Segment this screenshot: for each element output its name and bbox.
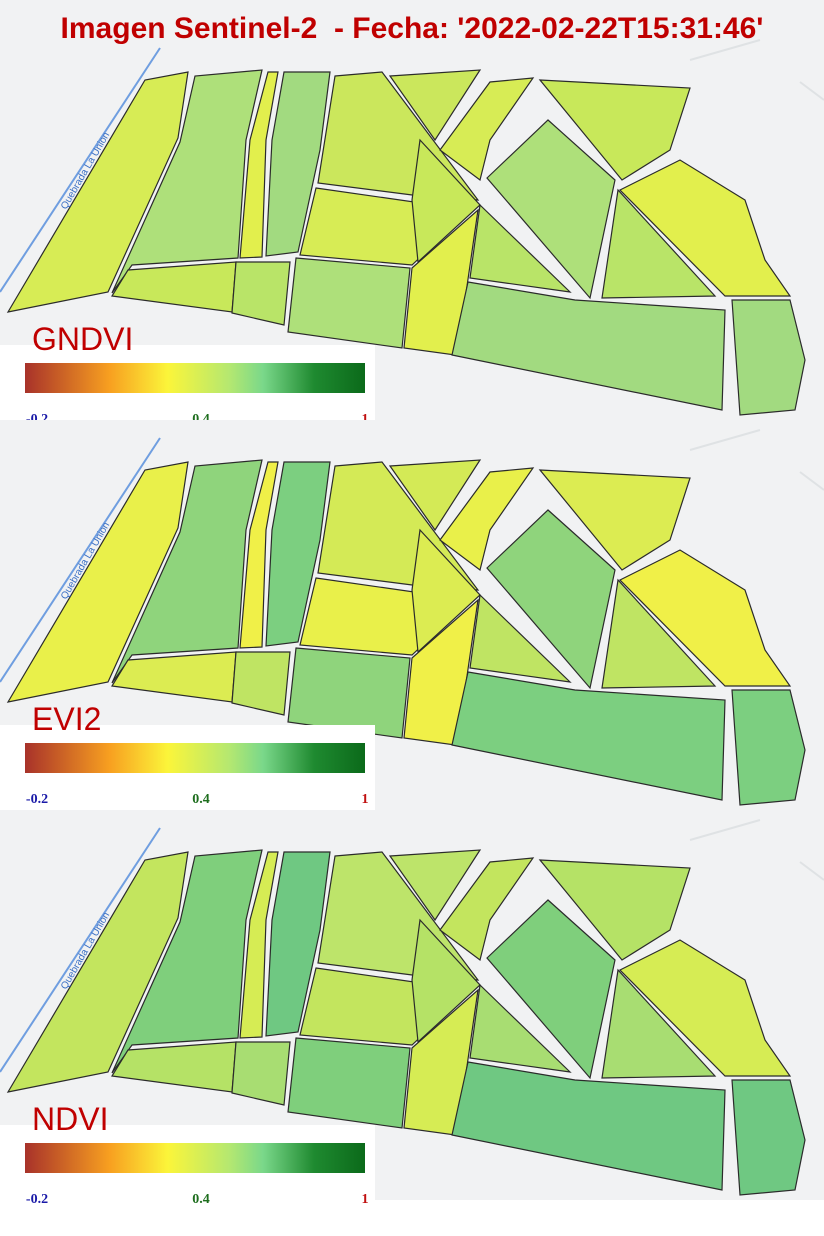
parcel (287, 257, 411, 349)
parcel (618, 159, 792, 297)
parcel (111, 459, 263, 684)
legend-tick-label: 1 (362, 1192, 369, 1207)
parcel (538, 859, 691, 961)
river (0, 47, 161, 293)
parcel (731, 1079, 806, 1196)
parcel (239, 71, 279, 259)
parcel (6, 71, 189, 313)
parcel (111, 849, 263, 1074)
parcel (6, 851, 189, 1093)
parcel (538, 469, 691, 571)
parcel (731, 689, 806, 806)
parcel (265, 71, 331, 257)
parcel (265, 461, 331, 647)
parcel (231, 1041, 291, 1106)
parcel (469, 203, 572, 293)
parcel (239, 851, 279, 1039)
parcel (538, 79, 691, 181)
parcel (388, 69, 482, 142)
parcel (618, 939, 792, 1077)
legend-tick-label: 0.4 (192, 792, 210, 807)
index-name: GNDVI (32, 321, 133, 357)
road (689, 429, 824, 491)
color-ramp (25, 363, 365, 393)
parcel (486, 899, 616, 1080)
parcel (287, 647, 411, 739)
parcel (287, 1037, 411, 1129)
parcel (731, 299, 806, 416)
parcel (6, 461, 189, 703)
parcel (451, 671, 726, 801)
parcel (601, 578, 717, 689)
parcel (601, 968, 717, 1079)
road (689, 819, 824, 881)
parcel (618, 549, 792, 687)
parcel (486, 509, 616, 690)
parcel (601, 188, 717, 299)
legend-tick-label: 0.4 (192, 1192, 210, 1207)
color-ramp (25, 743, 365, 773)
legend-tick-label: -0.2 (26, 792, 48, 807)
parcel (439, 77, 535, 182)
color-ramp (25, 1143, 365, 1173)
parcel (231, 261, 291, 326)
parcel (451, 1061, 726, 1191)
parcel (439, 467, 535, 572)
index-name: EVI2 (32, 701, 101, 737)
parcel (469, 983, 572, 1073)
index-name: NDVI (32, 1101, 108, 1137)
parcel (265, 851, 331, 1037)
parcel (388, 459, 482, 532)
title: Imagen Sentinel-2 - Fecha: '2022-02-22T1… (61, 12, 764, 45)
parcel (439, 857, 535, 962)
parcel (486, 119, 616, 300)
parcel (231, 651, 291, 716)
legend-tick-label: -0.2 (26, 1192, 48, 1207)
parcel (469, 593, 572, 683)
river (0, 827, 161, 1073)
parcel (388, 849, 482, 922)
river (0, 437, 161, 683)
parcel (239, 461, 279, 649)
parcel (451, 281, 726, 411)
legend-tick-label: 1 (362, 412, 369, 427)
legend-tick-label: 1 (362, 792, 369, 807)
road (689, 39, 824, 101)
parcel (111, 69, 263, 294)
